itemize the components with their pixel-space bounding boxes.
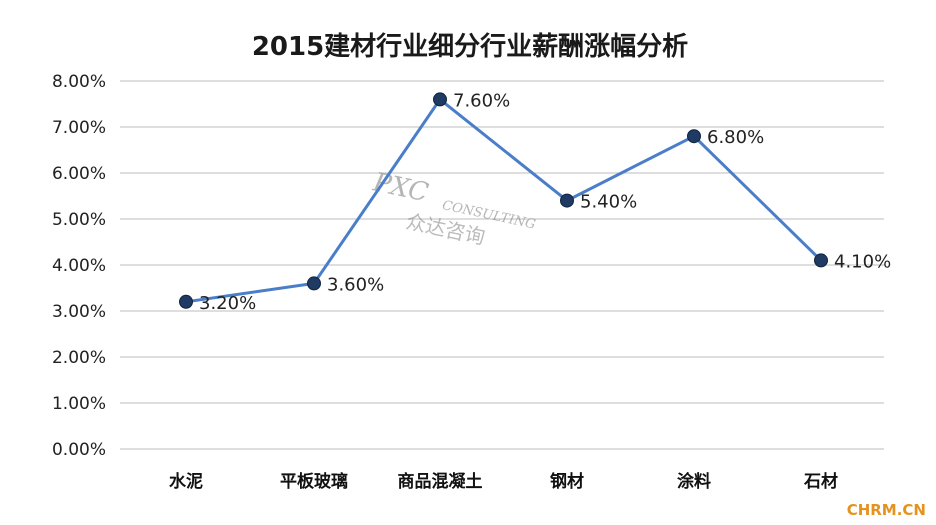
data-labels: 3.20% 3.60% 7.60% 5.40% 6.80% 4.10% <box>199 90 891 313</box>
data-point <box>560 193 574 208</box>
data-point <box>433 92 447 107</box>
data-label: 3.60% <box>327 274 384 295</box>
y-tick-label: 7.00% <box>52 118 106 138</box>
x-axis-ticks: 水泥 平板玻璃 商品混凝土 钢材 涂料 石材 <box>169 471 838 492</box>
x-tick-label: 平板玻璃 <box>280 471 348 492</box>
x-tick-label: 涂料 <box>677 471 711 492</box>
data-point <box>814 253 828 268</box>
y-tick-label: 2.00% <box>52 348 106 368</box>
y-tick-label: 5.00% <box>52 210 106 230</box>
y-axis-ticks: 0.00% 1.00% 2.00% 3.00% 4.00% 5.00% 6.00% 7.00%… <box>52 72 106 460</box>
series-line <box>185 97 823 304</box>
data-label: 5.40% <box>580 192 637 213</box>
data-label: 4.10% <box>834 251 891 272</box>
data-point <box>687 129 701 144</box>
data-point <box>307 276 321 291</box>
source-watermark: CHRM.CN <box>847 501 926 519</box>
y-tick-label: 6.00% <box>52 164 106 184</box>
y-tick-label: 4.00% <box>52 256 106 276</box>
watermark: PXC CONSULTING 众达咨询 <box>370 167 537 249</box>
y-tick-label: 3.00% <box>52 302 106 322</box>
y-tick-label: 0.00% <box>52 440 106 460</box>
y-tick-label: 1.00% <box>52 394 106 414</box>
data-point <box>179 294 193 309</box>
data-label: 7.60% <box>453 90 510 111</box>
chart-title: 2015建材行业细分行业薪酬涨幅分析 <box>252 31 688 62</box>
data-label: 3.20% <box>199 293 256 314</box>
x-tick-label: 石材 <box>803 471 838 492</box>
gridlines <box>120 80 884 450</box>
x-tick-label: 商品混凝土 <box>398 471 483 492</box>
series-line-path <box>185 97 823 304</box>
x-tick-label: 水泥 <box>169 471 203 492</box>
x-tick-label: 钢材 <box>550 471 584 492</box>
y-tick-label: 8.00% <box>52 72 106 92</box>
series-points <box>179 92 828 309</box>
data-label: 6.80% <box>707 127 764 148</box>
